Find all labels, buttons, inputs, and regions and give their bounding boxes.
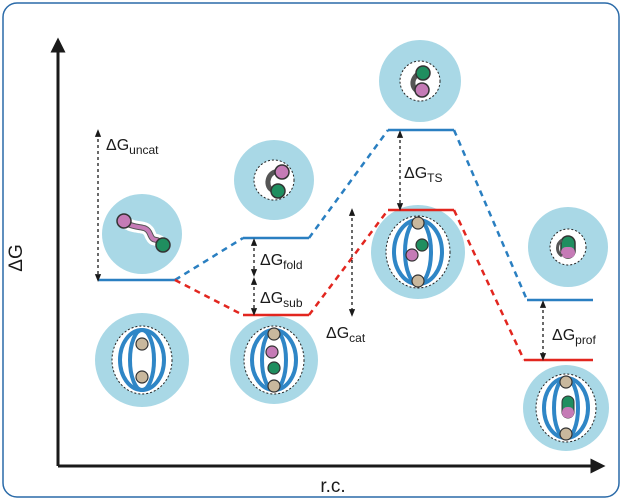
connector-cat-3: [452, 209, 526, 361]
y-axis-label: ΔG: [6, 244, 27, 271]
host-substrate-icon: [243, 325, 305, 395]
state-circle-unfolded: [102, 194, 182, 274]
connector-uncat-2: [307, 129, 390, 239]
connector-uncat-1: [174, 236, 244, 282]
molecule-product-icon: [549, 228, 587, 266]
label-dg-ts: ΔGTS: [404, 165, 442, 185]
energy-dimension-arrows: [94, 129, 547, 361]
connector-cat-1: [174, 278, 244, 317]
molecule-unfolded-icon: [116, 213, 171, 253]
uncatalyzed-path: [98, 128, 593, 302]
label-dg-sub: ΔGsub: [260, 290, 303, 310]
label-dg-fold: ΔGfold: [260, 252, 303, 272]
host-ts-icon: [385, 215, 451, 289]
connector-uncat-3: [452, 129, 529, 301]
molecule-ts-free-icon: [399, 60, 441, 102]
molecule-folded-icon: [253, 159, 295, 201]
label-dg-uncat: ΔGuncat: [106, 137, 159, 157]
host-empty-icon: [111, 325, 173, 395]
label-dg-prof: ΔGprof: [552, 327, 596, 347]
host-product-icon: [535, 373, 597, 443]
label-dg-cat: ΔGcat: [326, 325, 366, 345]
x-axis-label: r.c.: [320, 476, 345, 497]
